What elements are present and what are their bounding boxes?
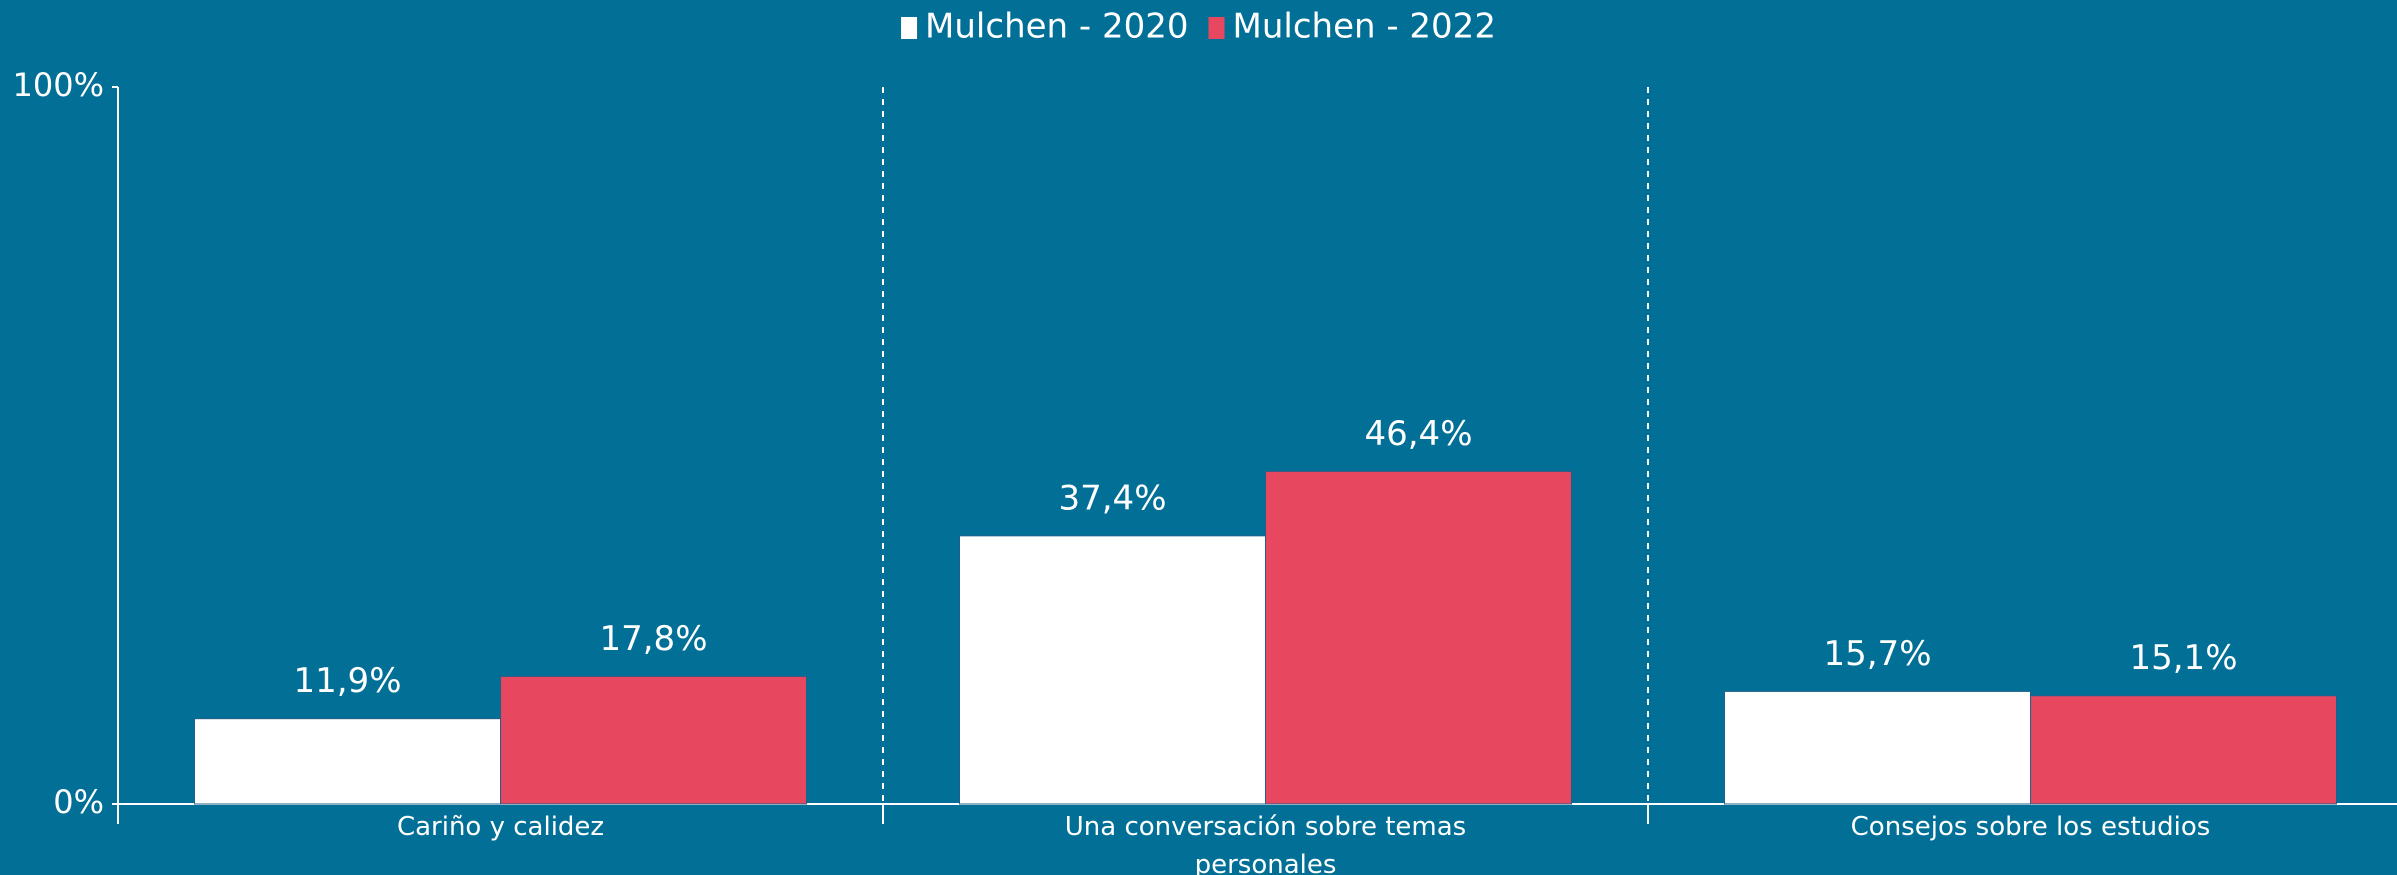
legend-swatch xyxy=(901,17,918,39)
bar xyxy=(959,535,1266,805)
x-tick-label: Consejos sobre los estudios xyxy=(1850,812,2211,842)
bar xyxy=(500,675,807,805)
y-tick-label: 100% xyxy=(13,66,104,104)
value-label: 37,4% xyxy=(1058,478,1166,518)
value-label: 46,4% xyxy=(1364,414,1472,454)
value-label: 17,8% xyxy=(599,619,707,659)
legend-swatch xyxy=(1208,17,1225,39)
bar xyxy=(194,718,501,805)
x-tick-label: Cariño y calidez xyxy=(396,812,605,842)
value-label: 11,9% xyxy=(293,661,401,701)
y-tick-label: 0% xyxy=(53,783,104,821)
value-label: 15,1% xyxy=(2129,638,2237,678)
legend-label: Mulchen - 2020 xyxy=(925,7,1188,47)
bar xyxy=(1724,690,2031,805)
x-tick-label: Una conversación sobre temas personales xyxy=(1064,812,1467,875)
value-label: 15,7% xyxy=(1823,634,1931,674)
bar xyxy=(2030,695,2337,805)
legend-label: Mulchen - 2022 xyxy=(1233,7,1496,47)
bar xyxy=(1265,470,1572,805)
